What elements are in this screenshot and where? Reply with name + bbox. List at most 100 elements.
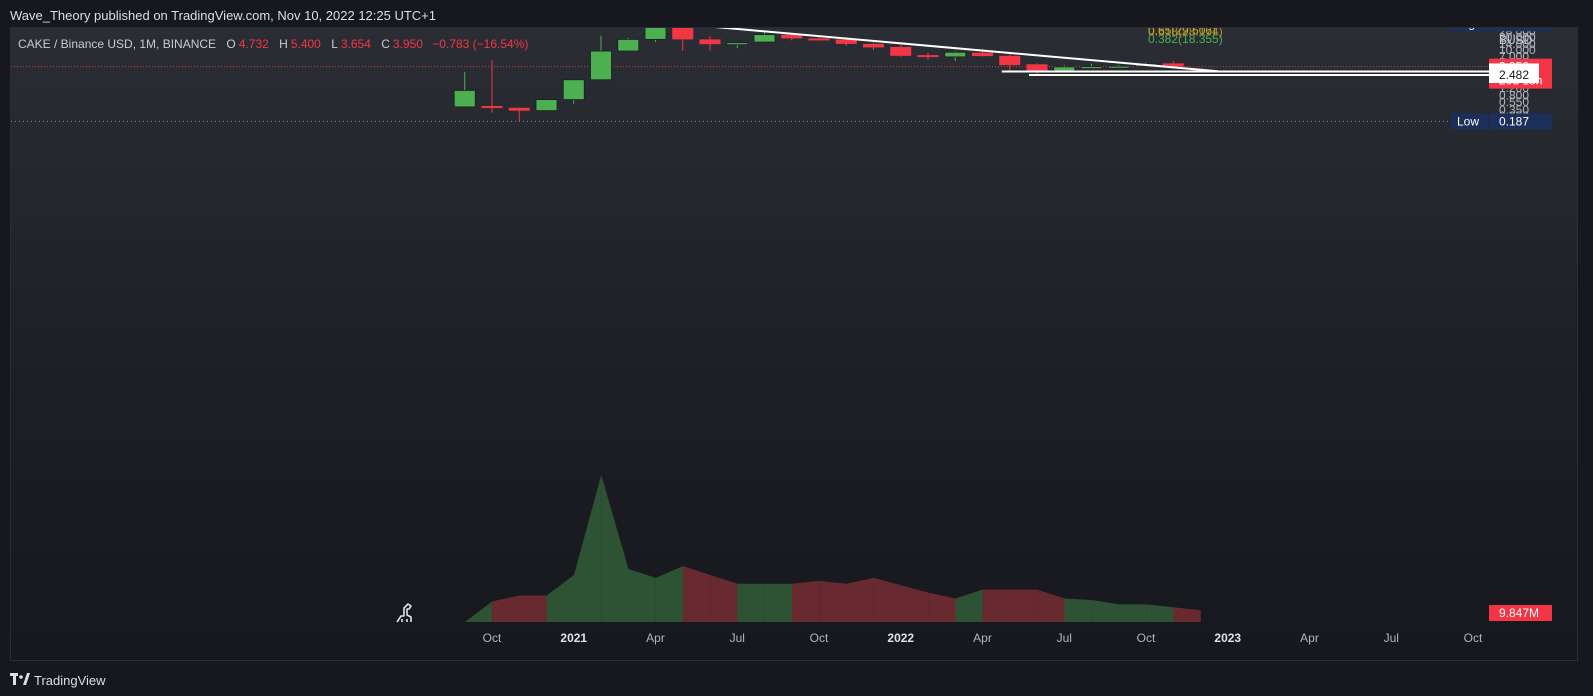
- candle-body: [890, 46, 912, 56]
- candle-body: [972, 52, 993, 57]
- volume-area-segment: [1037, 589, 1065, 622]
- chart-pane[interactable]: 0.65(29.506) 0.618(28.174) 0.382(18.355) BU…: [10, 27, 1578, 661]
- open-label: O: [226, 37, 236, 51]
- candle-body: [590, 50, 612, 81]
- volume-area-segment: [792, 580, 820, 622]
- volume-value-badge: [1489, 605, 1552, 621]
- volume-area-segment: [737, 583, 765, 622]
- volume-area-segment: [574, 475, 602, 622]
- candle-body: [508, 107, 530, 111]
- fib-level-label: 0.618(28.174): [1148, 28, 1223, 38]
- volume-area-segment: [1010, 589, 1038, 622]
- currency-label: BUSD: [1499, 33, 1533, 47]
- x-tick-label: Apr: [646, 631, 665, 645]
- support-price-badge: [1489, 66, 1539, 83]
- high-label: H: [279, 37, 288, 51]
- volume-area-segment: [819, 580, 847, 622]
- y-tick-label: 14.000: [1499, 37, 1536, 51]
- volume-area-segment: [1064, 598, 1092, 622]
- candle-body: [944, 51, 967, 58]
- x-tick-label: Oct: [1137, 631, 1156, 645]
- candle-body: [863, 43, 884, 48]
- candle-body: [481, 106, 503, 109]
- x-tick-label: Apr: [973, 631, 992, 645]
- y-tick-label: 0.550: [1499, 95, 1529, 109]
- volume-area-segment: [1173, 607, 1201, 622]
- x-tick-label: Jul: [1057, 631, 1072, 645]
- low-label: L: [331, 37, 338, 51]
- footer: TradingView: [10, 670, 106, 690]
- volume-area-segment: [492, 595, 520, 622]
- candle-body: [1107, 65, 1130, 69]
- low-marker-label-bg: [1451, 113, 1488, 130]
- high-marker-label-bg: [1451, 28, 1488, 32]
- candle-body: [1026, 64, 1048, 72]
- high-marker-label: High: [1457, 28, 1482, 30]
- volume-area-segment: [1091, 599, 1119, 622]
- high-value: 5.400: [290, 37, 321, 51]
- volume-area-segment: [873, 577, 901, 622]
- y-tick-label: 20.000: [1499, 30, 1536, 44]
- x-tick-label: 2023: [1214, 631, 1241, 645]
- volume-area-segment: [1146, 604, 1174, 622]
- candle-body: [535, 99, 558, 112]
- candle-body: [753, 34, 776, 43]
- candle-body: [617, 38, 640, 52]
- change-value: −0.783 (−16.54%): [432, 37, 529, 51]
- y-tick-label: 28.000: [1499, 28, 1536, 38]
- candle-body: [672, 28, 694, 40]
- y-tick-label: 0.800: [1499, 88, 1529, 102]
- candle-body: [1162, 63, 1184, 67]
- footer-brand[interactable]: TradingView: [34, 672, 106, 688]
- symbol-legend: CAKE / Binance USD, 1M, BINANCE O 4.732 H…: [18, 37, 528, 51]
- low-marker-label: Low: [1457, 114, 1479, 128]
- chart-canvas[interactable]: 0.65(29.506)0.618(28.174)0.382(18.355) BU…: [11, 28, 1577, 660]
- x-tick-label: Oct: [810, 631, 829, 645]
- fib-level-label: 0.382(18.355): [1148, 32, 1223, 46]
- volume-area-segment: [710, 574, 738, 622]
- x-tick-label: 2021: [560, 631, 587, 645]
- y-tick-label: 10.000: [1499, 43, 1536, 57]
- volume-area-segment: [628, 569, 656, 622]
- candle-body: [1080, 66, 1103, 70]
- x-tick-label: Jul: [1384, 631, 1399, 645]
- x-tick-label: Jul: [730, 631, 745, 645]
- volume-area-segment: [764, 583, 792, 622]
- replay-dino-icon: [396, 603, 412, 623]
- trendline: [715, 28, 1218, 73]
- low-value: 3.654: [340, 37, 371, 51]
- tradingview-logo-icon: [10, 673, 30, 685]
- candle-body: [562, 79, 585, 100]
- volume-area-segment: [928, 592, 956, 622]
- candle-body: [808, 38, 830, 41]
- volume-area-segment: [601, 475, 629, 622]
- fib-level-label: 0.65(29.506): [1148, 28, 1216, 38]
- candle-body: [726, 42, 749, 46]
- x-tick-label: Apr: [1300, 631, 1319, 645]
- candle-body: [453, 90, 476, 108]
- publish-line: Wave_Theory published on TradingView.com…: [10, 8, 436, 23]
- candle-body: [835, 39, 857, 44]
- symbol-title[interactable]: CAKE / Binance USD, 1M, BINANCE: [18, 37, 217, 51]
- volume-area-segment: [955, 589, 983, 622]
- open-value: 4.732: [238, 37, 269, 51]
- volume-value: 9.847M: [1499, 606, 1539, 620]
- x-tick-label: Oct: [483, 631, 502, 645]
- close-value: 3.950: [392, 37, 423, 51]
- close-label: C: [381, 37, 390, 51]
- volume-area-segment: [465, 601, 493, 622]
- candle-body: [644, 28, 667, 40]
- x-tick-label: 2022: [887, 631, 914, 645]
- volume-area-segment: [982, 589, 1010, 622]
- candle-body: [917, 55, 939, 58]
- candle-body: [999, 55, 1021, 66]
- low-marker-value: 0.187: [1499, 114, 1529, 128]
- volume-area-segment: [901, 585, 929, 622]
- volume-area-segment: [683, 566, 711, 622]
- candle-body: [699, 39, 721, 45]
- volume-area-segment: [519, 595, 547, 622]
- volume-area-segment: [546, 574, 574, 622]
- low-marker-value-bg: [1489, 113, 1552, 130]
- candle-body: [781, 34, 803, 39]
- volume-area-segment: [1119, 604, 1147, 622]
